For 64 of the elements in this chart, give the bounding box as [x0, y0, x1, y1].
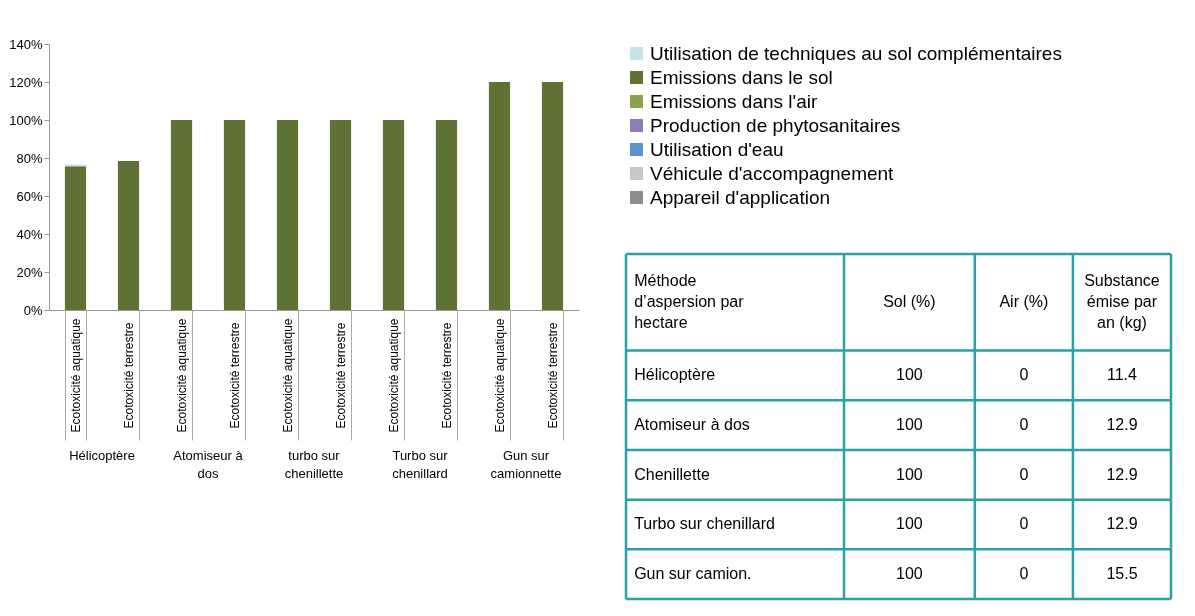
data-label: 100 [896, 366, 923, 384]
legend-label: Emissions dans l'air [650, 90, 818, 112]
legend-label: Utilisation de techniques au sol complémentaires [650, 42, 1062, 64]
x-tick-label: Ecotoxicité terrestre [228, 322, 242, 429]
legend-label: Appareil d'application [650, 186, 831, 208]
y-tick-label: 140% [9, 36, 43, 52]
x-tick-label: Ecotoxicité terrestre [122, 322, 136, 429]
bar [382, 120, 405, 310]
y-tick-label: 100% [9, 112, 43, 128]
data-label: 100 [896, 565, 923, 583]
legend-label: Véhicule d'accompagnement [650, 162, 895, 184]
data-label: 11.4 [1106, 366, 1138, 384]
bar [223, 120, 246, 310]
bar [276, 120, 299, 310]
text: Gun sur camionnette [490, 448, 562, 481]
text: Air (%) [999, 293, 1049, 311]
data-label: 0 [1019, 465, 1029, 483]
data-label: 12.9 [1106, 416, 1138, 434]
x-tick-label: Ecotoxicité aquatique [387, 318, 401, 433]
y-tick-label: 20% [16, 264, 43, 280]
data-label: 100 [896, 515, 923, 533]
x-tick-label: Ecotoxicité aquatique [493, 318, 507, 433]
bar [64, 166, 87, 310]
bar [117, 161, 140, 310]
legend-label: Utilisation d'eau [650, 138, 784, 160]
bar [170, 120, 193, 310]
text: Atomiseur à dos [173, 448, 244, 481]
data-label: 0 [1019, 366, 1029, 384]
data-label: 100 [896, 416, 923, 434]
category-label: Hélicoptère [634, 366, 716, 384]
y-tick-label: 60% [16, 188, 43, 204]
text: Turbo sur chenillard [392, 448, 449, 481]
y-tick-label: 120% [9, 74, 43, 90]
category-label: Chenillette [634, 465, 710, 483]
x-tick-label: Ecotoxicité terrestre [334, 322, 348, 429]
bar [488, 82, 511, 310]
series-label: Sol (%) [883, 293, 936, 311]
x-tick-label: Ecotoxicité terrestre [440, 322, 454, 429]
legend-label: Emissions dans le sol [650, 66, 833, 88]
data-label: 15.5 [1106, 565, 1138, 583]
data-label: 0 [1019, 515, 1029, 533]
bar [329, 120, 352, 310]
category-label: Gun sur camion. [634, 565, 752, 583]
data-label: 12.9 [1106, 465, 1138, 483]
x-tick-label: Ecotoxicité aquatique [69, 318, 83, 433]
y-tick-label: 0% [23, 302, 43, 318]
text: Hélicoptère [69, 448, 135, 463]
legend-label: Production de phytosanitaires [650, 114, 901, 136]
category-label: Atomiseur à dos [634, 416, 750, 434]
text: turbo sur chenillette [284, 448, 344, 481]
x-tick-label: Ecotoxicité aquatique [175, 318, 189, 433]
x-tick-label: Ecotoxicité terrestre [546, 322, 560, 429]
data-label: 100 [896, 465, 923, 483]
data-label: 0 [1019, 416, 1029, 434]
text: Méthode d’aspersion par hectare [634, 272, 745, 332]
bar [435, 120, 458, 310]
y-tick-label: 40% [16, 226, 43, 242]
x-tick-label: Ecotoxicité aquatique [281, 318, 295, 433]
category-label: Turbo sur chenillard [634, 515, 775, 533]
text: Substance émise par an (kg) [1084, 272, 1160, 332]
y-tick-label: 80% [16, 150, 43, 166]
bar [541, 82, 564, 310]
data-label: 0 [1019, 565, 1029, 583]
data-label: 12.9 [1106, 515, 1138, 533]
